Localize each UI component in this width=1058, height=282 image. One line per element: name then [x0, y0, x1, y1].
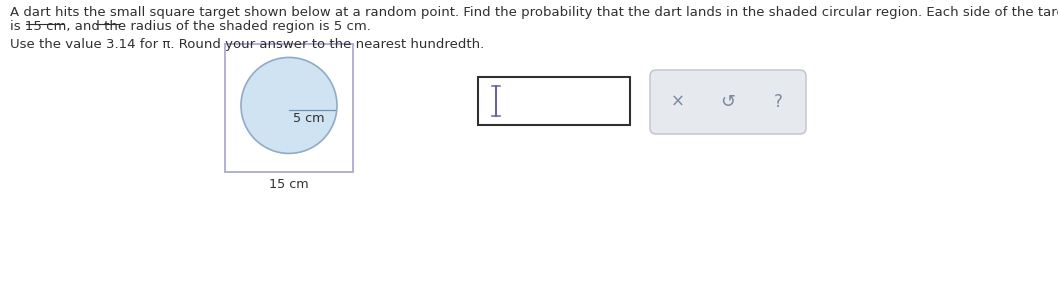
Text: ×: ×	[671, 93, 685, 111]
Text: ?: ?	[773, 93, 783, 111]
Text: 15 cm: 15 cm	[269, 178, 309, 191]
Bar	[225, 44, 353, 172]
Text: A dart hits the small square target shown below at a random point. Find the prob: A dart hits the small square target show…	[10, 6, 1058, 19]
Text: ↺: ↺	[720, 93, 735, 111]
Text: is 15 cm, and the radius of the shaded region is 5 cm.: is 15 cm, and the radius of the shaded r…	[10, 20, 371, 33]
Text: 5 cm: 5 cm	[293, 113, 325, 125]
Bar	[478, 77, 630, 125]
FancyBboxPatch shape	[650, 70, 806, 134]
Text: Use the value 3.14 for π. Round your answer to the nearest hundredth.: Use the value 3.14 for π. Round your ans…	[10, 38, 485, 51]
Circle shape	[241, 58, 338, 153]
